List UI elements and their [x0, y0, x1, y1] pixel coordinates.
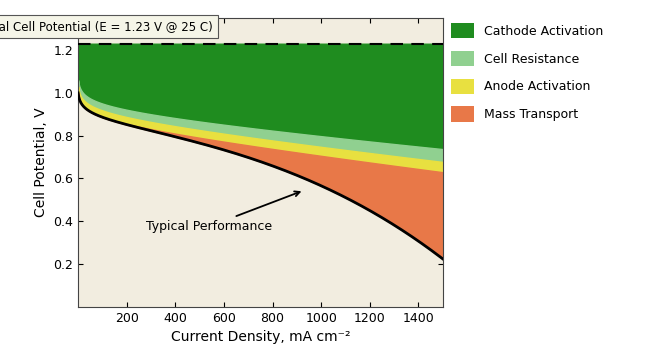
Text: Typical Performance: Typical Performance [146, 191, 299, 233]
Text: Theoretical Cell Potential (E = 1.23 V @ 25 C): Theoretical Cell Potential (E = 1.23 V @… [0, 20, 213, 33]
Y-axis label: Cell Potential, V: Cell Potential, V [34, 108, 48, 217]
X-axis label: Current Density, mA cm⁻²: Current Density, mA cm⁻² [171, 330, 350, 344]
Legend: Cathode Activation, Cell Resistance, Anode Activation, Mass Transport: Cathode Activation, Cell Resistance, Ano… [447, 18, 608, 127]
